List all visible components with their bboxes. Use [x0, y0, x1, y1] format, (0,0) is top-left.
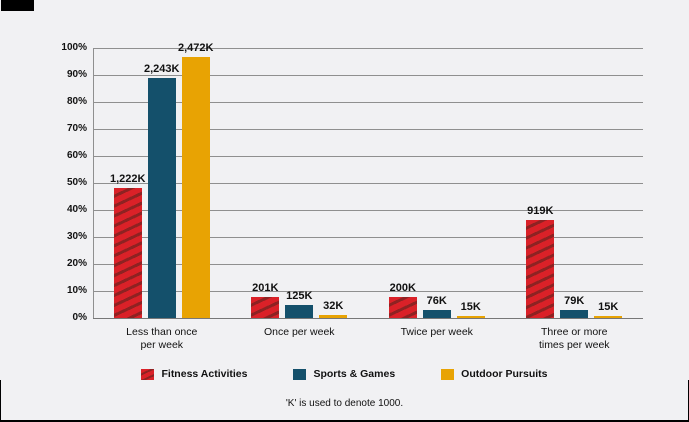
x-axis-category-labels: Less than once per week Once per week Twice…: [93, 326, 643, 352]
screenshot-bottom-border: [0, 420, 689, 422]
bar-group: 201K 125K 32K: [231, 48, 369, 318]
footnote: 'K' is used to denote 1000.: [285, 398, 404, 409]
bar-value-label: 200K: [389, 281, 416, 294]
bar-group: 1,222K 2,243K 2,472K: [93, 43, 231, 318]
bar-value-label: 201K: [252, 281, 279, 294]
gridline: [93, 75, 643, 76]
category-label: Three or more times per week: [538, 326, 610, 351]
legend-swatch-icon: [293, 368, 307, 380]
bar-value-label: 76K: [426, 294, 447, 307]
bar-value-label: 79K: [564, 294, 585, 307]
category-label: Twice per week: [400, 326, 473, 338]
y-tick-label: 100%: [61, 42, 87, 53]
bar-value-label: 125K: [286, 289, 313, 302]
bar-group: 919K 79K 15K: [506, 48, 644, 318]
bar-slot: 79K: [560, 48, 589, 318]
legend-swatch-icon: [141, 368, 155, 380]
bar-sports-games: [560, 309, 589, 318]
legend-label: Fitness Activities: [161, 368, 248, 380]
bar-slot: 76K: [422, 48, 451, 318]
screenshot-left-border: [0, 380, 1, 422]
bar-value-label: 2,243K: [144, 62, 180, 75]
bar-group: 200K 76K 15K: [368, 48, 506, 318]
y-tick-label: 70%: [66, 123, 87, 134]
category-label: Once per week: [263, 326, 335, 338]
y-tick-label: 40%: [66, 204, 87, 215]
gridline: [93, 102, 643, 103]
screen-capture-artifact: [1, 0, 34, 11]
bar-outdoor-pursuits: [456, 315, 485, 318]
legend-label: Outdoor Pursuits: [461, 368, 548, 380]
bar-slot: 32K: [319, 48, 348, 318]
bar-sports-games: [147, 77, 176, 318]
legend-item: Outdoor Pursuits: [441, 368, 548, 380]
bar-fitness-activities: [251, 296, 280, 318]
gridline: [93, 318, 643, 319]
bar-fitness-activities: [113, 188, 142, 318]
legend-item: Sports & Games: [293, 368, 395, 380]
gridline: [93, 210, 643, 211]
bar-value-label: 2,472K: [178, 42, 214, 55]
y-tick-label: 90%: [66, 69, 87, 80]
legend: Fitness Activities Sports & Games Outdoor …: [0, 368, 689, 380]
bar-slot: 15K: [456, 48, 485, 318]
gridline: [93, 156, 643, 157]
y-tick-label: 10%: [66, 285, 87, 296]
gridline: [93, 48, 643, 49]
bar-slot: 125K: [285, 48, 314, 318]
bar-value-label: 919K: [527, 205, 554, 218]
bar-value-label: 15K: [460, 300, 481, 313]
legend-label: Sports & Games: [313, 368, 396, 380]
bar-groups: 1,222K 2,243K 2,472K 201K 125K 32K 200K 76K 15K 9…: [93, 43, 644, 318]
bar-fitness-activities: [526, 220, 555, 318]
bar-slot: 2,472K: [178, 43, 213, 318]
gridline: [93, 291, 643, 292]
bar-slot: 2,243K: [144, 48, 179, 318]
gridline: [93, 129, 643, 130]
legend-swatch-icon: [441, 368, 455, 380]
gridline: [93, 237, 643, 238]
bar-outdoor-pursuits: [181, 57, 210, 318]
y-tick-label: 80%: [66, 96, 87, 107]
y-tick-label: 30%: [66, 231, 87, 242]
bar-slot: 201K: [251, 48, 280, 318]
bar-outdoor-pursuits: [594, 315, 623, 318]
gridline: [93, 183, 643, 184]
bar-slot: 919K: [526, 48, 555, 318]
legend-item: Fitness Activities: [141, 368, 247, 380]
y-tick-label: 20%: [66, 258, 87, 269]
y-tick-label: 50%: [66, 177, 87, 188]
bar-fitness-activities: [388, 296, 417, 318]
bar-slot: 200K: [388, 48, 417, 318]
bar-value-label: 1,222K: [110, 173, 146, 186]
bar-slot: 15K: [594, 48, 623, 318]
bar-slot: 1,222K: [110, 48, 145, 318]
bar-outdoor-pursuits: [319, 314, 348, 318]
y-tick-label: 0%: [72, 312, 87, 323]
bar-sports-games: [422, 309, 451, 318]
gridline: [93, 264, 643, 265]
bar-value-label: 15K: [598, 300, 619, 313]
plot-area: 1,222K 2,243K 2,472K 201K 125K 32K 200K 76K 15K 9…: [93, 43, 644, 319]
y-tick-label: 60%: [66, 150, 87, 161]
bar-value-label: 32K: [323, 299, 344, 312]
category-label: Less than once per week: [126, 326, 198, 351]
bar-sports-games: [285, 304, 314, 318]
